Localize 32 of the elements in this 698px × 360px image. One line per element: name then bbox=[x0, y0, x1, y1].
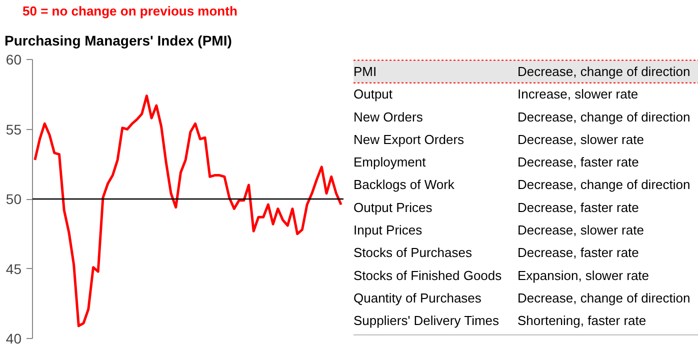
text: Output bbox=[354, 86, 393, 102]
text: Decrease, change of direction bbox=[518, 109, 690, 124]
text: Expansion, slower rate bbox=[518, 268, 650, 283]
text: Decrease, change of direction bbox=[518, 64, 690, 80]
text: Output Prices bbox=[354, 200, 433, 215]
text: Stocks of Purchases bbox=[354, 245, 472, 260]
text: Decrease, change of direction bbox=[518, 177, 690, 192]
text: Stocks of Finished Goods bbox=[354, 268, 502, 283]
text: Quantity of Purchases bbox=[354, 290, 482, 306]
text: Suppliers' Delivery Times bbox=[354, 313, 500, 328]
text: Shortening, faster rate bbox=[518, 313, 646, 328]
chart-subtitle: 50 = no change on previous month bbox=[22, 4, 238, 18]
text: Decrease, slower rate bbox=[518, 222, 644, 238]
line-series bbox=[34, 94, 342, 328]
text: New Export Orders bbox=[354, 132, 465, 147]
text: Decrease, change of direction bbox=[518, 290, 690, 306]
text: Decrease, faster rate bbox=[518, 200, 639, 215]
text: Decrease, faster rate bbox=[518, 154, 639, 170]
text: Employment bbox=[354, 154, 426, 170]
y-tick-label: 60 bbox=[6, 52, 22, 68]
y-tick-label: 40 bbox=[6, 330, 22, 346]
text: Decrease, slower rate bbox=[518, 132, 644, 147]
text: Increase, slower rate bbox=[518, 86, 638, 102]
text: Backlogs of Work bbox=[354, 177, 455, 192]
y-tick-label: 50 bbox=[6, 191, 22, 207]
y-tick-label: 45 bbox=[6, 260, 22, 277]
text: Decrease, faster rate bbox=[518, 245, 639, 260]
y-tick-label: 55 bbox=[6, 121, 22, 138]
text: New Orders bbox=[354, 109, 424, 124]
chart-title: Purchasing Managers' Index (PMI) bbox=[4, 32, 232, 48]
text: PMI bbox=[354, 64, 377, 80]
text: Input Prices bbox=[354, 222, 423, 238]
